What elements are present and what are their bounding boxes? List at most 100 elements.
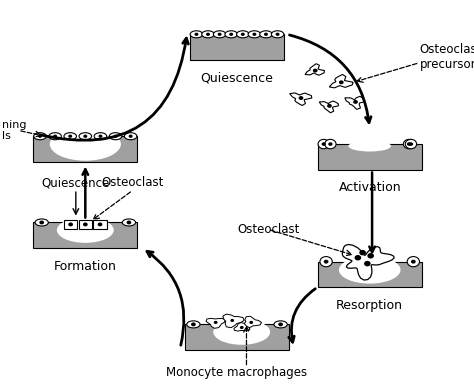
Circle shape	[275, 33, 280, 36]
Text: Osteoclast: Osteoclast	[101, 176, 164, 189]
Text: Osteoclast: Osteoclast	[237, 223, 300, 236]
Bar	[33, 136, 137, 162]
Ellipse shape	[271, 31, 284, 38]
Circle shape	[278, 322, 283, 326]
Polygon shape	[305, 64, 324, 75]
Ellipse shape	[237, 31, 249, 38]
Ellipse shape	[339, 256, 401, 284]
Circle shape	[249, 321, 253, 324]
Circle shape	[98, 223, 102, 227]
Circle shape	[38, 134, 42, 138]
Circle shape	[403, 140, 415, 149]
Ellipse shape	[225, 31, 237, 38]
Circle shape	[99, 134, 102, 138]
Circle shape	[353, 100, 358, 104]
Circle shape	[128, 134, 133, 138]
Text: Activation: Activation	[338, 181, 401, 194]
Circle shape	[328, 142, 333, 146]
Ellipse shape	[124, 132, 137, 140]
Ellipse shape	[190, 31, 203, 38]
Polygon shape	[234, 323, 250, 331]
Circle shape	[214, 321, 218, 324]
Ellipse shape	[187, 321, 200, 328]
Bar	[190, 34, 284, 60]
Ellipse shape	[274, 321, 287, 328]
Circle shape	[339, 80, 344, 84]
Circle shape	[53, 134, 57, 138]
Polygon shape	[290, 93, 312, 105]
Circle shape	[411, 260, 416, 264]
Circle shape	[191, 322, 196, 326]
Circle shape	[206, 33, 210, 36]
Ellipse shape	[94, 132, 107, 140]
Circle shape	[230, 319, 234, 322]
Circle shape	[194, 33, 199, 36]
Circle shape	[264, 33, 268, 36]
Text: Osteoclast
precursors: Osteoclast precursors	[419, 43, 474, 71]
Text: ning
ls: ning ls	[2, 120, 27, 141]
Ellipse shape	[57, 217, 114, 243]
Circle shape	[405, 140, 417, 149]
Circle shape	[68, 134, 72, 138]
Text: Resorption: Resorption	[336, 299, 403, 312]
Circle shape	[321, 142, 326, 146]
Circle shape	[327, 104, 332, 108]
Polygon shape	[223, 314, 244, 328]
Circle shape	[355, 255, 361, 260]
Circle shape	[313, 69, 318, 73]
Text: Quiescence: Quiescence	[201, 72, 273, 85]
Circle shape	[83, 134, 87, 138]
Circle shape	[229, 33, 233, 36]
Ellipse shape	[248, 31, 261, 38]
Circle shape	[367, 253, 374, 259]
Text: Formation: Formation	[54, 260, 117, 273]
Circle shape	[359, 250, 366, 256]
Bar	[33, 223, 137, 248]
Circle shape	[218, 33, 222, 36]
Ellipse shape	[122, 219, 136, 226]
Bar	[64, 220, 77, 229]
Circle shape	[240, 326, 244, 329]
Ellipse shape	[34, 132, 46, 140]
Circle shape	[83, 223, 88, 227]
Text: Monocyte macrophages: Monocyte macrophages	[166, 365, 308, 379]
Bar	[185, 325, 289, 350]
Ellipse shape	[79, 132, 91, 140]
Polygon shape	[329, 74, 353, 88]
Bar	[318, 144, 422, 169]
Polygon shape	[206, 318, 226, 328]
Circle shape	[364, 261, 371, 267]
Circle shape	[68, 223, 73, 227]
Bar	[79, 220, 92, 229]
Text: Quiescence: Quiescence	[42, 176, 110, 189]
Polygon shape	[319, 101, 338, 113]
Ellipse shape	[260, 31, 272, 38]
Circle shape	[252, 33, 256, 36]
Circle shape	[299, 96, 303, 100]
Circle shape	[407, 142, 411, 146]
Circle shape	[320, 256, 332, 267]
Ellipse shape	[49, 132, 61, 140]
Circle shape	[318, 140, 329, 149]
Circle shape	[127, 220, 131, 224]
Bar	[318, 262, 422, 287]
Ellipse shape	[213, 31, 226, 38]
Circle shape	[241, 33, 245, 36]
Ellipse shape	[213, 319, 270, 345]
Circle shape	[409, 142, 413, 146]
Circle shape	[325, 140, 336, 149]
Bar	[93, 220, 107, 229]
Polygon shape	[243, 316, 262, 328]
Circle shape	[39, 220, 44, 224]
Circle shape	[407, 256, 419, 267]
Ellipse shape	[35, 219, 48, 226]
Circle shape	[114, 134, 118, 138]
Ellipse shape	[50, 127, 121, 161]
Ellipse shape	[202, 31, 214, 38]
Ellipse shape	[64, 132, 76, 140]
Polygon shape	[342, 245, 394, 280]
Ellipse shape	[109, 132, 122, 140]
Circle shape	[324, 260, 328, 264]
Ellipse shape	[348, 141, 391, 152]
Polygon shape	[345, 96, 365, 109]
